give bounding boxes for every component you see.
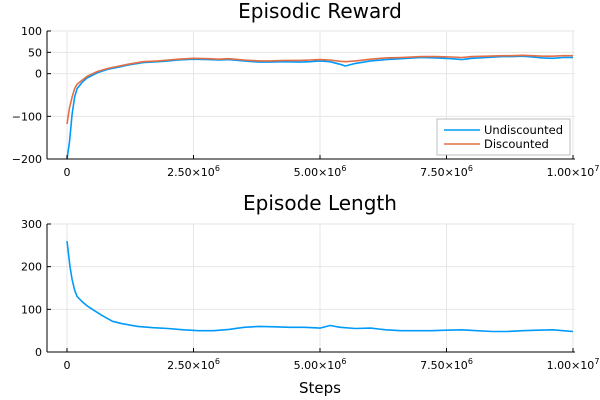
episodic-reward-panel: Episodic Reward −200 −100 0 50 100 0 2.50×106… — [12, 0, 600, 179]
x-tick-label: 1.00×107 — [547, 357, 600, 372]
y-tick-label: 0 — [35, 346, 42, 359]
discounted-series-line — [66, 54, 573, 125]
episode-length-lines — [66, 241, 574, 333]
x-tick-label: 5.00×106 — [294, 164, 347, 179]
episodic-reward-x-ticks: 0 2.50×106 5.00×106 7.50×106 1.00×107 — [64, 155, 600, 179]
x-tick-exponent: 6 — [341, 164, 346, 173]
y-tick-label: −100 — [12, 110, 42, 123]
episodic-reward-y-ticks: −200 −100 0 50 100 — [12, 25, 51, 166]
x-tick-label: 7.50×106 — [420, 357, 473, 372]
y-tick-label: 0 — [35, 68, 42, 81]
episode-length-series-line — [66, 241, 574, 333]
episode-length-panel: Episode Length 0 100 200 300 0 2.50×106 5.00×… — [21, 191, 599, 397]
y-tick-label: −200 — [12, 153, 42, 166]
y-tick-label: 200 — [21, 261, 42, 274]
x-tick-label: 5.00×106 — [294, 357, 347, 372]
x-axis-label-steps: Steps — [299, 379, 341, 397]
x-tick-label: 1.00×107 — [547, 164, 600, 179]
x-tick-label: 2.50×106 — [167, 164, 220, 179]
episodic-reward-title: Episodic Reward — [238, 0, 402, 23]
x-tick-exponent: 6 — [468, 357, 473, 366]
x-tick-exponent: 6 — [468, 164, 473, 173]
y-tick-label: 50 — [28, 46, 42, 59]
episodic-reward-lines — [66, 54, 573, 160]
x-tick-exponent: 7 — [594, 164, 599, 173]
legend: Undiscounted Discounted — [436, 118, 571, 156]
x-tick-label: 2.50×106 — [167, 357, 220, 372]
x-tick-label: 7.50×106 — [420, 164, 473, 179]
episode-length-axes — [46, 224, 575, 353]
y-tick-label: 300 — [21, 218, 42, 231]
x-tick-label: 0 — [64, 166, 71, 179]
x-tick-exponent: 6 — [215, 357, 220, 366]
episode-length-y-ticks: 0 100 200 300 — [21, 218, 51, 359]
legend-label-undiscounted: Undiscounted — [484, 123, 563, 137]
x-tick-exponent: 7 — [594, 357, 599, 366]
episode-length-x-ticks: 0 2.50×106 5.00×106 7.50×106 1.00×107 — [64, 348, 600, 372]
legend-label-discounted: Discounted — [484, 137, 549, 151]
y-tick-label: 100 — [21, 303, 42, 316]
y-tick-label: 100 — [21, 25, 42, 38]
legend-box — [436, 118, 571, 156]
x-tick-label: 0 — [64, 359, 71, 372]
episode-length-title: Episode Length — [243, 191, 397, 215]
x-tick-exponent: 6 — [341, 357, 346, 366]
x-tick-exponent: 6 — [215, 164, 220, 173]
undiscounted-series-line — [66, 55, 573, 160]
